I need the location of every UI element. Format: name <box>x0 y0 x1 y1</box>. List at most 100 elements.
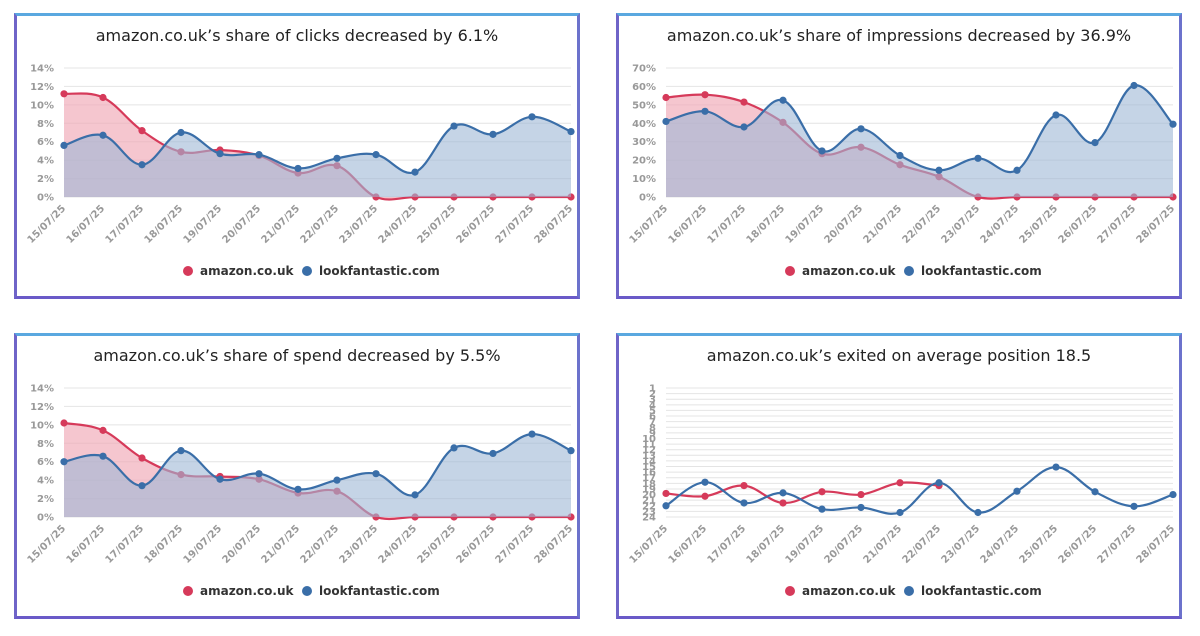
data-point[interactable] <box>740 98 748 106</box>
data-point[interactable] <box>896 479 904 487</box>
data-point[interactable] <box>489 130 497 138</box>
y-tick-label: 5 <box>649 406 656 417</box>
x-tick-label: 21/07/25 <box>260 203 302 245</box>
data-point[interactable] <box>896 508 904 517</box>
data-point[interactable] <box>1091 139 1099 147</box>
data-point[interactable] <box>528 430 536 438</box>
legend-label[interactable]: amazon.co.uk <box>802 584 896 598</box>
x-tick-label: 22/07/25 <box>299 523 341 565</box>
data-point[interactable] <box>818 147 826 155</box>
data-point[interactable] <box>255 470 263 478</box>
legend-label[interactable]: amazon.co.uk <box>802 264 896 278</box>
chart-panel-spend: amazon.co.uk’s share of spend decreased … <box>14 333 580 619</box>
data-point[interactable] <box>60 141 68 149</box>
data-point[interactable] <box>818 505 826 513</box>
data-point[interactable] <box>567 447 575 455</box>
legend-label[interactable]: amazon.co.uk <box>200 264 294 278</box>
data-point[interactable] <box>450 444 458 452</box>
data-point[interactable] <box>701 478 709 486</box>
data-point[interactable] <box>662 117 670 126</box>
x-tick-label: 20/07/25 <box>823 203 865 245</box>
legend-label[interactable]: amazon.co.uk <box>200 584 294 598</box>
data-point[interactable] <box>857 125 865 133</box>
data-point[interactable] <box>857 503 865 512</box>
legend-label[interactable]: lookfantastic.com <box>921 264 1042 278</box>
y-tick-label: 10 <box>642 434 656 445</box>
data-point[interactable] <box>138 161 146 169</box>
data-point[interactable] <box>333 476 341 484</box>
legend-label[interactable]: lookfantastic.com <box>319 264 440 278</box>
data-point[interactable] <box>701 107 709 115</box>
data-point[interactable] <box>450 122 458 130</box>
x-tick-label: 28/07/25 <box>533 203 575 245</box>
data-point[interactable] <box>857 490 865 499</box>
data-point[interactable] <box>489 449 497 458</box>
data-point[interactable] <box>896 151 904 160</box>
data-point[interactable] <box>138 127 146 135</box>
data-point[interactable] <box>935 479 943 487</box>
legend-label[interactable]: lookfantastic.com <box>921 584 1042 598</box>
data-point[interactable] <box>99 426 107 434</box>
data-point[interactable] <box>567 127 575 136</box>
data-point[interactable] <box>779 499 787 507</box>
data-point[interactable] <box>740 123 748 131</box>
data-point[interactable] <box>662 489 670 498</box>
data-point[interactable] <box>177 447 185 455</box>
data-point[interactable] <box>60 458 68 466</box>
data-point[interactable] <box>60 419 68 427</box>
x-tick-label: 28/07/25 <box>533 523 575 565</box>
data-point[interactable] <box>1169 120 1177 128</box>
data-point[interactable] <box>216 475 224 483</box>
data-point[interactable] <box>333 154 341 162</box>
data-point[interactable] <box>974 154 982 162</box>
data-point[interactable] <box>294 485 302 493</box>
data-point[interactable] <box>662 502 670 510</box>
data-point[interactable] <box>372 151 380 159</box>
x-tick-label: 26/07/25 <box>455 523 497 565</box>
data-point[interactable] <box>99 131 107 139</box>
data-point[interactable] <box>974 508 982 517</box>
series-line-1 <box>63 115 572 175</box>
data-point[interactable] <box>935 166 943 174</box>
x-tick-label: 17/07/25 <box>104 523 146 565</box>
chart-title: amazon.co.uk’s share of spend decreased … <box>93 346 500 365</box>
data-point[interactable] <box>216 150 224 158</box>
data-point[interactable] <box>1091 488 1099 496</box>
data-point[interactable] <box>255 151 263 159</box>
data-point[interactable] <box>138 454 146 462</box>
data-point[interactable] <box>99 452 107 460</box>
data-point[interactable] <box>411 168 419 176</box>
data-point[interactable] <box>701 91 709 99</box>
legend-marker <box>785 586 795 596</box>
x-tick-label: 15/07/25 <box>26 203 68 245</box>
x-tick-label: 18/07/25 <box>745 203 787 245</box>
data-point[interactable] <box>818 488 826 496</box>
data-point[interactable] <box>701 492 709 500</box>
data-point[interactable] <box>1130 81 1138 90</box>
legend-label[interactable]: lookfantastic.com <box>319 584 440 598</box>
data-point[interactable] <box>1013 166 1021 174</box>
data-point[interactable] <box>1013 487 1021 495</box>
data-point[interactable] <box>99 93 107 102</box>
legend-marker <box>785 266 795 276</box>
data-point[interactable] <box>740 481 748 490</box>
data-point[interactable] <box>60 90 68 98</box>
data-point[interactable] <box>1130 502 1138 510</box>
y-tick-label: 3 <box>649 395 656 406</box>
data-point[interactable] <box>177 128 185 137</box>
data-point[interactable] <box>740 499 748 507</box>
data-point[interactable] <box>294 164 302 173</box>
data-point[interactable] <box>1169 490 1177 499</box>
data-point[interactable] <box>372 470 380 478</box>
y-tick-label: 10% <box>632 174 656 185</box>
data-point[interactable] <box>662 93 670 102</box>
legend-marker <box>904 586 914 596</box>
data-point[interactable] <box>138 482 146 490</box>
data-point[interactable] <box>779 96 787 104</box>
data-point[interactable] <box>411 491 419 499</box>
data-point[interactable] <box>1052 111 1060 119</box>
data-point[interactable] <box>528 113 536 121</box>
data-point[interactable] <box>779 489 787 497</box>
legend-marker <box>183 586 193 596</box>
data-point[interactable] <box>1052 463 1060 471</box>
